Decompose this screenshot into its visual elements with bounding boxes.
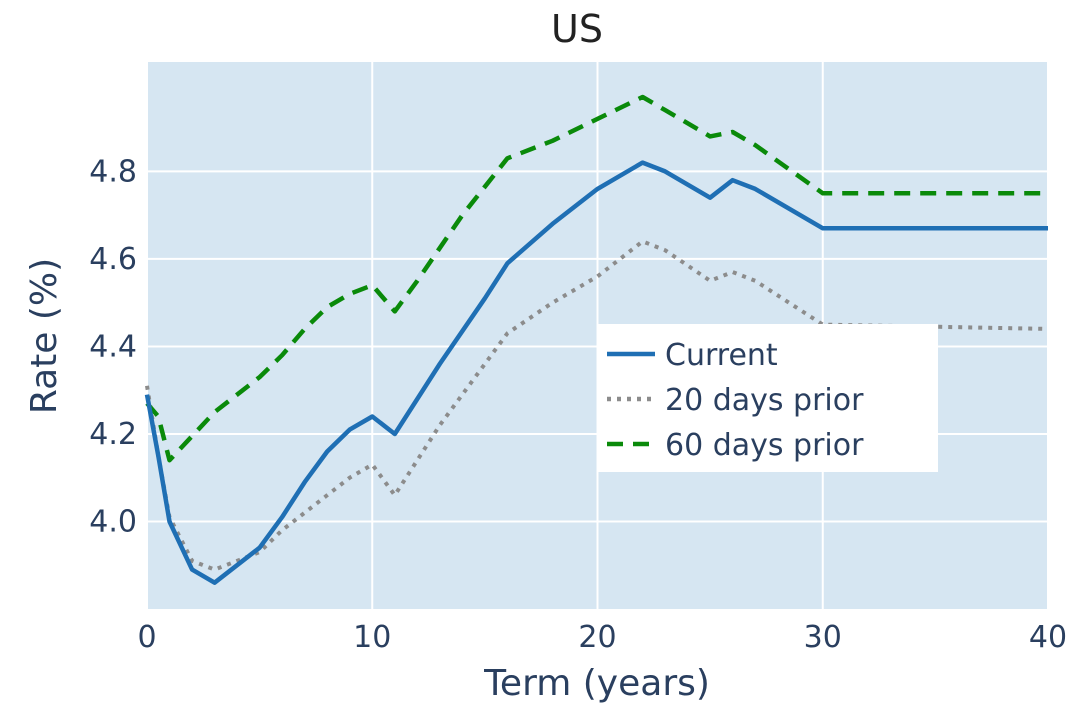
y-tick-label: 4.2	[89, 417, 137, 452]
x-tick-label: 0	[137, 620, 156, 655]
legend-label: Current	[665, 338, 778, 373]
y-tick-label: 4.8	[89, 154, 137, 189]
x-tick-label: 10	[353, 620, 391, 655]
series-line-current	[144, 160, 1048, 585]
y-tick-label: 4.4	[89, 329, 137, 364]
y-tick-label: 4.6	[89, 242, 137, 277]
chart-title: US	[551, 7, 603, 51]
y-axis-title: Rate (%)	[24, 258, 65, 414]
tick-labels: 0 10 20 30 40 4.0 4.2 4.4 4.6 4.8	[89, 154, 1067, 655]
x-axis-title: Term (years)	[483, 663, 710, 704]
series-line-60-days-prior	[145, 94, 1048, 463]
series-layer	[144, 94, 1049, 585]
series-line-20-days-prior	[145, 239, 1049, 572]
x-tick-label: 20	[578, 620, 616, 655]
legend-items: Current 20 days prior 60 days prior	[607, 338, 864, 463]
legend-box	[598, 324, 938, 472]
y-tick-label: 4.0	[89, 504, 137, 539]
legend-label: 20 days prior	[665, 383, 864, 418]
x-tick-label: 30	[804, 620, 842, 655]
legend-label: 60 days prior	[665, 428, 864, 463]
x-tick-label: 40	[1029, 620, 1067, 655]
legend[interactable]: Current 20 days prior 60 days prior	[598, 324, 938, 472]
